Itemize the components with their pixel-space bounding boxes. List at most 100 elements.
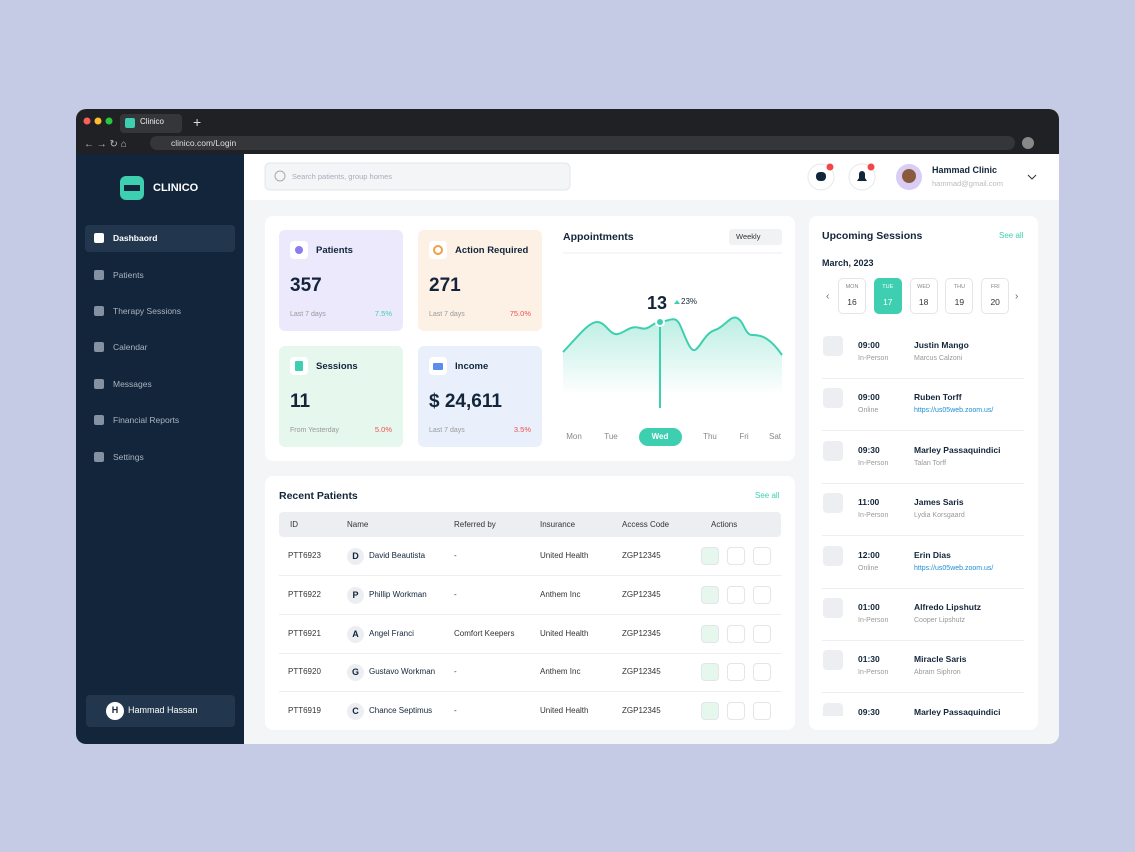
nav-icon — [94, 415, 104, 425]
session-detail[interactable]: https://us05web.zoom.us/ — [914, 564, 994, 572]
nav-item[interactable]: Settings — [113, 452, 144, 462]
tab-title[interactable]: Clinico — [140, 117, 165, 126]
header-user-email: hammad@gmail.com — [932, 179, 1003, 188]
session-name: Justin Mango — [914, 340, 969, 350]
action-button[interactable] — [701, 702, 719, 721]
profile — [1022, 137, 1034, 149]
day-active[interactable] — [639, 428, 682, 446]
cell-code: ZGP12345 — [622, 589, 661, 599]
session-detail: Marcus Calzoni — [914, 355, 963, 362]
cell-insurance: United Health — [540, 706, 589, 716]
action-button[interactable] — [701, 547, 719, 565]
session-detail: Abram Siphron — [914, 669, 961, 677]
dot — [105, 117, 113, 125]
nav-item[interactable]: Therapy Sessions — [113, 306, 182, 316]
cell-insurance: Anthem Inc — [540, 667, 581, 677]
user-box[interactable] — [86, 695, 235, 727]
session-divider — [822, 587, 1024, 589]
session-icon — [823, 650, 843, 671]
action-button[interactable] — [727, 585, 745, 604]
action-button[interactable] — [701, 663, 719, 682]
avatar-circle — [347, 625, 364, 643]
column-header: Referred by — [454, 520, 496, 529]
day-label[interactable]: Thu — [703, 432, 717, 441]
card-value: 357 — [290, 275, 322, 296]
search-box[interactable] — [264, 162, 571, 191]
nav-icon — [94, 379, 104, 389]
nav-item[interactable]: Dashbaord — [113, 233, 158, 243]
user-name[interactable]: Hammad Hassan — [128, 705, 198, 715]
action-button[interactable] — [727, 663, 745, 682]
session-detail: Cooper Lipshutz — [914, 617, 965, 624]
session-name: Erin Dias — [914, 549, 951, 560]
filter-dropdown[interactable] — [729, 229, 782, 245]
card-period: Last 7 days — [429, 427, 465, 434]
day-box[interactable] — [838, 278, 866, 314]
tab[interactable] — [120, 114, 182, 133]
session-time: 09:00 — [858, 392, 880, 403]
day-label[interactable]: Tue — [604, 432, 618, 441]
action-button[interactable] — [753, 663, 771, 682]
cell-id: PTT6923 — [288, 551, 321, 560]
action-button[interactable] — [701, 624, 719, 643]
day-box[interactable] — [909, 278, 938, 314]
cell-code: ZGP12345 — [622, 706, 661, 716]
day-label[interactable]: Mon — [566, 432, 582, 441]
chevron[interactable] — [1027, 174, 1037, 180]
action-button[interactable] — [727, 547, 745, 565]
url[interactable]: clinico.com/Login — [171, 138, 237, 148]
action-button[interactable] — [727, 702, 745, 721]
session-divider — [822, 692, 1024, 694]
day-label[interactable]: Sat — [768, 432, 781, 441]
cell-id: PTT6922 — [288, 589, 321, 599]
session-divider — [822, 430, 1024, 432]
nav-icon — [94, 452, 104, 462]
cell-referred: - — [454, 706, 457, 716]
column-header: Access Code — [622, 520, 670, 529]
prev[interactable]: ‹ — [826, 291, 829, 302]
session-mode: Online — [858, 564, 879, 572]
session-time: 09:00 — [858, 340, 880, 350]
url-bar[interactable] — [150, 136, 1015, 150]
action-button[interactable] — [753, 702, 771, 721]
tab-icon — [125, 118, 135, 128]
card-value: 11 — [290, 391, 311, 412]
patients-title: Recent Patients — [279, 490, 358, 502]
session-detail[interactable]: https://us05web.zoom.us/ — [914, 407, 994, 415]
nav-item[interactable]: Messages — [113, 379, 152, 389]
day-date: 17 — [883, 297, 893, 307]
day-box[interactable] — [873, 278, 902, 314]
avatar-letter: A — [352, 628, 359, 639]
see-all[interactable]: See all — [755, 491, 780, 500]
action-button[interactable] — [701, 585, 719, 604]
user-initial: H — [111, 705, 119, 715]
session-mode: In-Person — [858, 617, 889, 624]
nav-item[interactable]: Financial Reports — [113, 415, 180, 425]
nav-item[interactable]: Patients — [113, 270, 144, 280]
day-label[interactable]: Wed — [651, 432, 669, 441]
cell-name: David Beautista — [369, 551, 426, 560]
day-name: THU — [953, 284, 966, 290]
card-title: Income — [455, 361, 489, 372]
session-mode: Online — [858, 407, 879, 415]
day-label[interactable]: Fri — [739, 432, 749, 441]
action-button[interactable] — [753, 547, 771, 565]
action-button[interactable] — [753, 585, 771, 604]
search-placeholder[interactable]: Search patients, group homes — [292, 172, 393, 181]
see-all[interactable]: See all — [999, 231, 1024, 240]
new-tab[interactable]: + — [193, 114, 201, 130]
day-box[interactable] — [945, 278, 974, 314]
cell-insurance: United Health — [540, 628, 589, 638]
cell-insurance: Anthem Inc — [540, 589, 581, 599]
session-detail: Talan Torff — [914, 459, 947, 467]
nav-item[interactable]: Calendar — [113, 342, 148, 352]
filter-label[interactable]: Weekly — [736, 232, 761, 241]
next[interactable]: › — [1015, 291, 1018, 302]
action-button[interactable] — [753, 624, 771, 643]
nav-buttons[interactable]: ← → ↻ ⌂ — [84, 139, 127, 150]
avatar-letter: C — [352, 706, 359, 717]
action-button[interactable] — [727, 624, 745, 643]
avatar-circle — [347, 548, 364, 565]
day-box[interactable] — [981, 278, 1010, 314]
